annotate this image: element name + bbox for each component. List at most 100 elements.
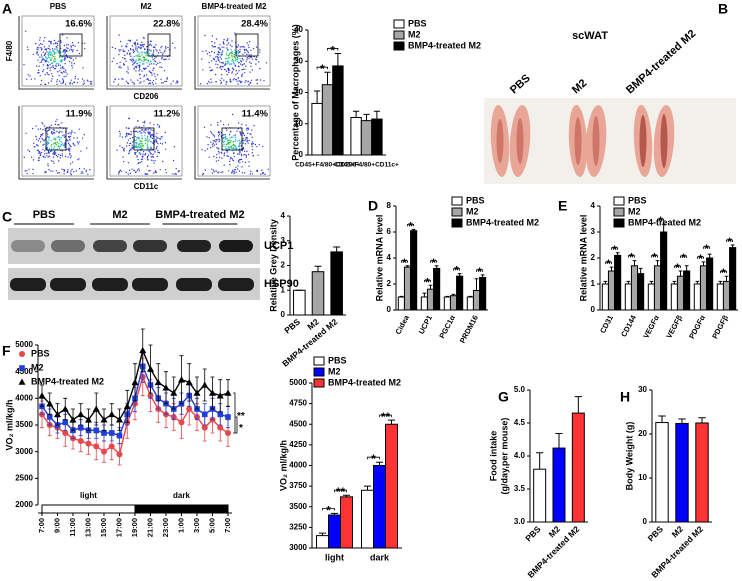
gate-percentage: 11.2% xyxy=(154,109,181,120)
flow-axis xyxy=(194,16,270,90)
point xyxy=(108,430,115,436)
legend-marker xyxy=(19,365,25,371)
point xyxy=(201,411,208,418)
y-tick-label: 4.0 xyxy=(514,451,526,460)
y-axis-label: Food intake xyxy=(488,431,498,482)
blot-row-label: UCP1 xyxy=(264,240,293,252)
legend-label: M2 xyxy=(408,29,421,39)
significance-label: ** xyxy=(237,411,245,422)
bar xyxy=(373,465,386,549)
error-bar xyxy=(314,265,322,272)
y-tick-label: 3 xyxy=(281,236,286,245)
legend-swatch xyxy=(313,378,325,388)
flow-axis xyxy=(106,16,182,90)
error-bar xyxy=(457,273,462,277)
legend-label: BMP4-treated M2 xyxy=(31,376,104,386)
bar xyxy=(607,270,616,311)
x-tick-label: 23:00 xyxy=(161,518,170,537)
error-bar xyxy=(334,52,342,66)
point xyxy=(108,443,115,450)
bar xyxy=(316,535,329,549)
bar xyxy=(655,422,669,523)
point xyxy=(116,451,123,458)
point xyxy=(185,378,193,386)
bar xyxy=(410,230,418,311)
y-tick-label: 5000 xyxy=(15,340,33,349)
bar xyxy=(706,257,714,311)
flow-dots xyxy=(45,135,65,152)
point xyxy=(225,414,231,420)
y-tick-label: 3750 xyxy=(289,481,307,490)
flow-axis xyxy=(194,106,270,180)
flow-dots xyxy=(226,52,237,62)
y-axis-label: Relative mRNA level xyxy=(374,215,384,302)
flow-y-label: F4/80 xyxy=(5,40,14,61)
legend-swatch xyxy=(613,218,625,228)
bar xyxy=(311,271,325,316)
error-bar xyxy=(724,275,729,282)
flow-dots xyxy=(116,117,180,175)
bar xyxy=(716,283,724,311)
flow-axis xyxy=(18,16,94,90)
error-bar xyxy=(672,280,677,284)
error-bar xyxy=(718,280,723,284)
bar xyxy=(695,422,709,523)
error-bar xyxy=(684,265,689,271)
significance-label: * xyxy=(681,251,686,265)
significance-label: * xyxy=(477,265,482,279)
significance-label: * xyxy=(320,62,325,76)
blot-band xyxy=(50,278,86,291)
flow-dots xyxy=(49,52,61,62)
error-bar xyxy=(352,110,360,118)
bar xyxy=(456,275,464,311)
y-tick-label: 4 xyxy=(281,211,286,220)
y-tick-label: 3 xyxy=(591,227,596,236)
fat-vessel xyxy=(592,116,600,166)
y-axis-label: Relative Grey Density xyxy=(268,219,278,312)
point xyxy=(77,424,84,431)
x-tick-label: 15:00 xyxy=(99,518,108,537)
legend-label: M2 xyxy=(328,366,341,376)
legend-label: BMP4-treated M2 xyxy=(466,217,539,227)
x-tick-label: 5:00 xyxy=(207,518,216,533)
significance-label: * xyxy=(606,257,611,271)
significance-bracket xyxy=(430,260,438,263)
blot-column-label: BMP4-treated M2 xyxy=(155,209,244,221)
point xyxy=(201,381,209,388)
point xyxy=(216,392,224,399)
y-tick-label: 1 xyxy=(281,285,286,294)
error-bar xyxy=(342,494,351,497)
blot-column-label: PBS xyxy=(33,209,56,221)
bar xyxy=(385,423,398,549)
x-tick-label: 19:00 xyxy=(130,518,139,537)
legend-marker xyxy=(18,378,26,385)
significance-bracket xyxy=(627,255,635,258)
gate-percentage: 22.8% xyxy=(153,19,180,30)
y-tick-label: 2000 xyxy=(15,500,33,509)
flow-gate xyxy=(59,33,83,57)
significance-label: * xyxy=(704,242,709,256)
significance-bracket xyxy=(611,247,619,250)
significance-bracket xyxy=(453,268,461,271)
significance-bracket xyxy=(322,507,335,511)
blot-band xyxy=(132,278,168,291)
fat-vessel xyxy=(574,117,582,165)
y-axis-label: Percentage of Macrophages (%) xyxy=(290,24,300,161)
y-tick-label: 20 xyxy=(294,88,303,97)
error-bar xyxy=(661,223,666,232)
error-bar xyxy=(695,280,700,284)
error-bar xyxy=(411,228,416,231)
error-bar xyxy=(330,512,339,515)
significance-bracket xyxy=(680,255,688,258)
legend-label: BMP4-treated M2 xyxy=(408,40,481,50)
gate-percentage: 28.4% xyxy=(241,19,268,30)
x-tick-label: light xyxy=(325,552,344,562)
significance-bracket xyxy=(327,48,339,51)
panel-letter: B xyxy=(718,1,728,17)
bar xyxy=(693,283,701,311)
error-bar xyxy=(422,292,427,297)
panel-letter: G xyxy=(498,389,509,405)
bar xyxy=(466,296,474,311)
panel-letter: D xyxy=(368,198,378,214)
blot-column-label: M2 xyxy=(112,209,127,221)
